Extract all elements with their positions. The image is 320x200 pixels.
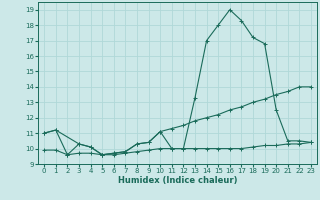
- X-axis label: Humidex (Indice chaleur): Humidex (Indice chaleur): [118, 176, 237, 185]
